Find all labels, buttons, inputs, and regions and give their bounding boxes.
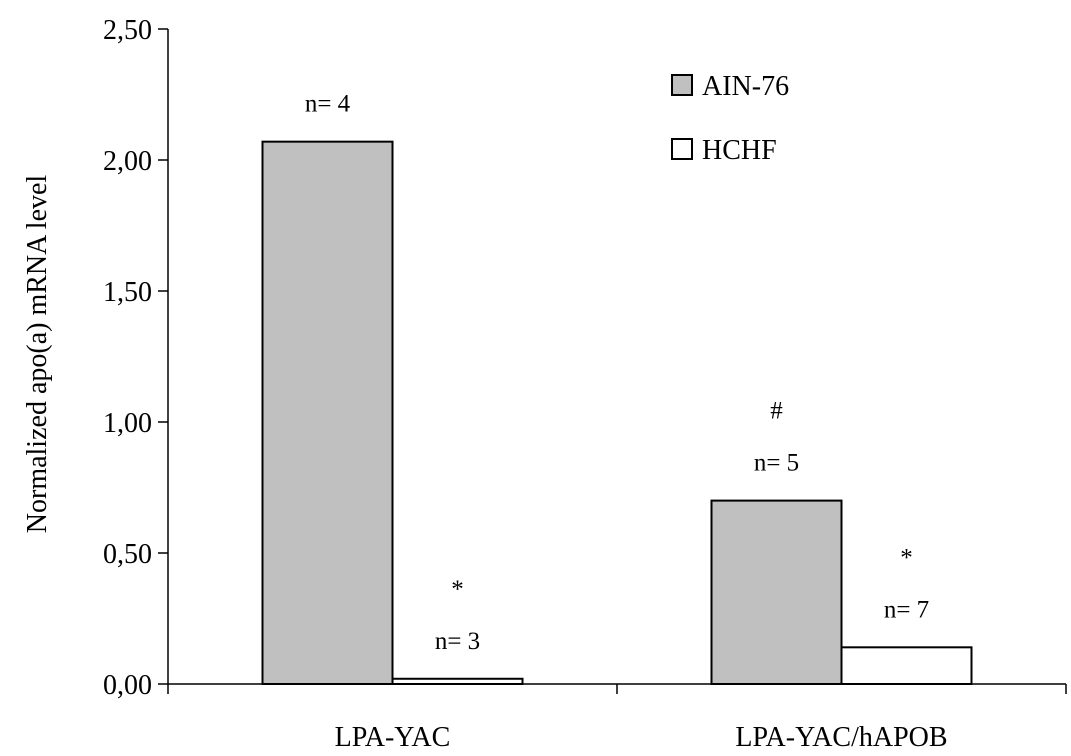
bar-annotation: * [900,544,913,571]
legend-swatch [671,74,693,96]
y-axis-label: Normalized apo(a) mRNA level [22,175,53,534]
y-tick-label: 2,50 [103,15,152,46]
axes: 0,00 0,50 1,00 1,50 2,00 2,50 LPA-YAC LPA-YAC/h… [103,15,1067,753]
annotations: n= 4 * n= 3 # n= 5 * n= 7 [305,91,929,655]
x-tick-label: LPA-YAC/hAPOB [735,722,947,753]
y-tick-label: 1,50 [103,277,152,308]
legend-label: HCHF [702,135,777,166]
bar [261,140,394,686]
y-tick-label: 0,50 [103,539,152,570]
legend-label: AIN-76 [702,71,789,102]
bar [710,499,843,685]
bar-annotation: n= 5 [754,450,799,477]
bar [840,646,973,686]
bar [391,677,524,686]
bars [261,140,973,686]
bar-annotation: n= 3 [435,628,480,655]
legend: AIN-76 HCHF [671,71,789,166]
bar-annotation: n= 4 [305,91,351,118]
bar-annotation: * [451,576,464,603]
y-tick-label: 2,00 [103,146,152,177]
x-tick-label: LPA-YAC [335,722,451,753]
y-tick-label: 0,00 [103,670,152,701]
bar-annotation: n= 7 [884,596,929,623]
legend-swatch [671,138,693,160]
y-tick-label: 1,00 [103,408,152,439]
y-axis-label-group: Normalized apo(a) mRNA level [22,175,53,534]
bar-annotation: # [770,398,783,425]
